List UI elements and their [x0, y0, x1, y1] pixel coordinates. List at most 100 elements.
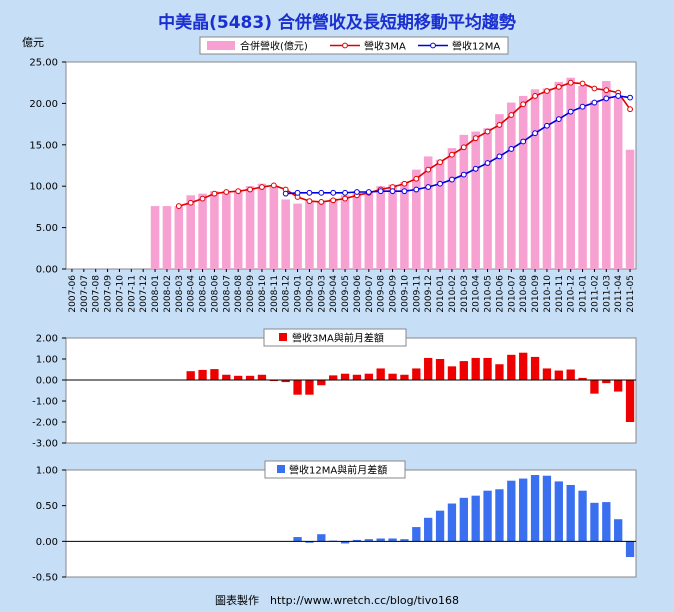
ma3-diff-bar: [340, 373, 350, 380]
ma3-point: [484, 128, 491, 135]
ma12-point: [508, 146, 515, 152]
x-tick-label: 2010-05: [484, 275, 494, 313]
ma12-point: [342, 189, 348, 196]
revenue-bar: [471, 131, 480, 269]
ma12-point: [389, 188, 396, 195]
plot-area: [65, 337, 637, 444]
x-tick-label: 2011-04: [614, 275, 624, 313]
ma3-point: [223, 189, 230, 195]
x-tick-label: 2009-03: [317, 275, 327, 313]
ma12-diff-bar: [519, 478, 528, 542]
ma12-diff-bar: [364, 539, 373, 542]
footer-credit: 圖表製作 http://www.wretch.cc/blog/tivo168: [215, 594, 459, 607]
ma12-diff-bar: [507, 480, 516, 542]
ma3-diff-bar: [222, 374, 231, 380]
x-tick-label: 2009-11: [412, 275, 422, 313]
y-tick-label: 0.00: [36, 265, 58, 276]
ma3-point: [532, 93, 538, 99]
y-tick-label: -0.50: [32, 573, 58, 584]
x-tick-label: 2008-05: [199, 275, 209, 313]
x-tick-label: 2007-06: [68, 275, 78, 313]
revenue-bar: [495, 114, 504, 269]
legend-ma12-diff: 營收12MA與前月差額: [264, 460, 406, 479]
revenue-bar: [388, 184, 397, 269]
ma3-diff-bar: [198, 369, 207, 380]
revenue-bar: [352, 192, 362, 269]
ma3-diff-bar: [530, 356, 540, 380]
ma3-diff-bar: [614, 380, 623, 392]
x-tick-label: 2011-01: [579, 275, 589, 313]
ma12-point: [449, 176, 455, 183]
legend-ma12-diff-swatch: [277, 465, 285, 473]
ma3-point: [449, 151, 455, 158]
legend-ma3-diff-swatch: [279, 333, 287, 341]
x-tick-label: 2009-02: [305, 275, 315, 313]
ma12-point: [520, 138, 527, 145]
revenue-bar: [613, 96, 623, 269]
ma12-point: [544, 122, 550, 129]
legend-ma3-label: 營收3MA: [364, 40, 406, 53]
ma3-point: [199, 195, 206, 202]
x-tick-label: 2008-10: [258, 275, 268, 313]
ma12-diff-bar: [412, 527, 421, 542]
ma3-point: [235, 188, 242, 195]
ma3-point: [508, 112, 515, 118]
revenue-bar: [245, 186, 255, 269]
ma3-point: [627, 106, 633, 113]
revenue-bar: [186, 195, 195, 269]
ma3-diff-bar: [305, 380, 314, 395]
revenue-bar: [281, 199, 290, 269]
ma3-diff-bar: [234, 375, 243, 380]
revenue-bar: [400, 182, 409, 269]
x-tick-label: 2007-07: [80, 275, 90, 313]
legend-revenue-swatch: [207, 41, 235, 50]
revenue-bar: [233, 190, 243, 269]
x-tick-label: 2008-04: [187, 275, 197, 313]
revenue-bar: [566, 77, 575, 270]
revenue-bar: [162, 206, 172, 269]
ma3-point: [591, 85, 598, 92]
x-tick-label: 2008-09: [246, 275, 256, 313]
revenue-bar: [198, 193, 207, 269]
ma3-diff-bar: [269, 380, 278, 382]
ma3-diff-bar: [447, 366, 457, 380]
ma3-point: [520, 101, 527, 108]
revenue-bar: [174, 206, 184, 269]
ma12-point: [484, 160, 491, 166]
ma12-diff-bar: [590, 502, 599, 542]
legend-main: 合併營收(億元) 營收3MA 營收12MA: [199, 36, 509, 55]
revenue-bar: [376, 186, 385, 269]
ma3-diff-bar: [519, 352, 528, 380]
x-tick-label: 2010-02: [448, 275, 458, 313]
ma3-diff-bar: [554, 370, 563, 380]
x-tick-label: 2010-04: [472, 275, 482, 313]
y-tick-label: -1.00: [32, 397, 58, 408]
ma3-point: [318, 199, 325, 205]
ma12-diff-bar: [376, 538, 385, 542]
revenue-bar: [317, 201, 326, 269]
x-tick-label: 2010-06: [495, 275, 505, 313]
ma3-point: [460, 144, 467, 151]
ma12-point: [306, 189, 313, 196]
ma12-point: [579, 103, 586, 110]
chart-title: 中美晶(5483) 合併營收及長短期移動平均趨勢: [158, 13, 516, 33]
x-tick-label: 2008-03: [175, 275, 185, 313]
x-tick-label: 2007-09: [104, 275, 114, 313]
revenue-bar: [423, 156, 433, 269]
ma12-diff-bar: [447, 503, 457, 542]
y-tick-label: 5.00: [36, 223, 58, 234]
revenue-bar: [435, 159, 445, 269]
ma3-point: [579, 80, 586, 87]
ma3-diff-bar: [507, 354, 516, 380]
ma3-point: [330, 197, 337, 204]
ma12-diff-bar: [424, 517, 433, 542]
ma12-diff-bar: [388, 538, 397, 542]
ma3-point: [425, 166, 432, 173]
ma3-point: [175, 203, 182, 209]
legend-ma3-marker: [342, 42, 348, 49]
ma12-point: [354, 189, 360, 195]
y-tick-label: 0.50: [36, 501, 58, 512]
ma12-point: [603, 95, 610, 102]
revenue-bar: [328, 198, 338, 269]
revenue-bar: [210, 191, 219, 269]
